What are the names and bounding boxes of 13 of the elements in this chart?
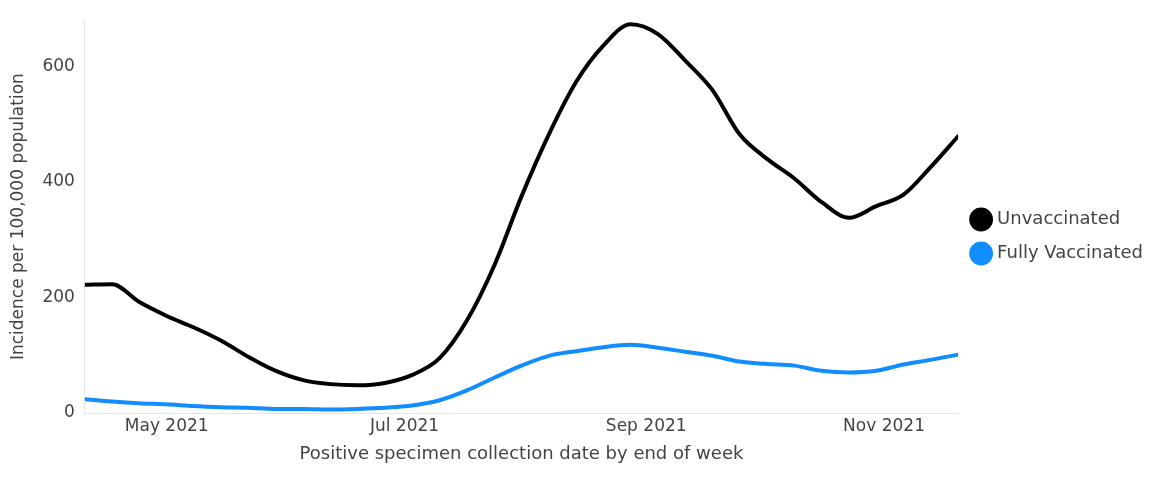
y-axis-title: Incidence per 100,000 population	[6, 73, 27, 361]
x-tick-label: Nov 2021	[843, 414, 925, 435]
x-tick-label: Sep 2021	[605, 414, 687, 435]
y-tick-label: 400	[42, 170, 75, 191]
y-tick-label: 200	[42, 285, 75, 306]
x-tick-label: May 2021	[124, 414, 209, 435]
x-axis-title: Positive specimen collection date by end of week	[299, 441, 744, 463]
legend-label: Unvaccinated	[997, 207, 1121, 229]
y-tick-label: 600	[42, 54, 75, 75]
legend-label: Fully Vaccinated	[997, 241, 1143, 263]
x-tick-label: Jul 2021	[368, 414, 440, 435]
y-tick-label: 0	[64, 401, 75, 422]
line-series	[84, 22, 959, 388]
